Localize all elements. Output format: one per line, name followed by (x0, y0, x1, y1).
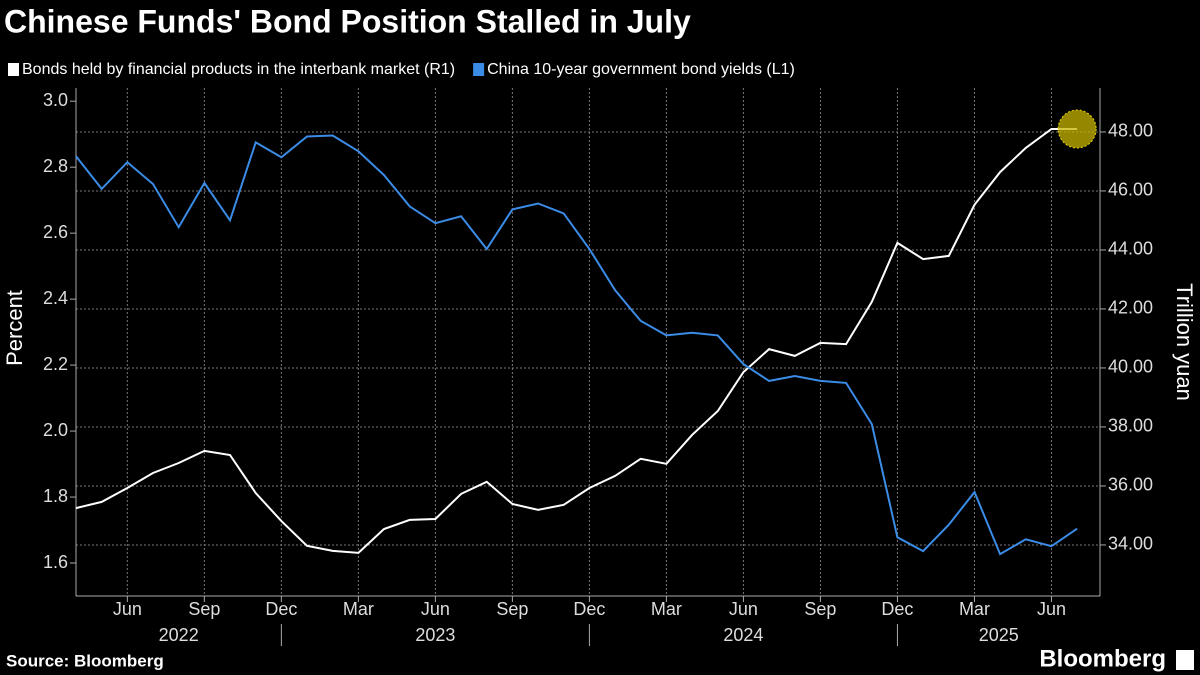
x-tick-label: Jun (729, 599, 758, 619)
y2-tick-label: 46.00 (1108, 180, 1153, 200)
x-tick-label: Jun (421, 599, 450, 619)
x-tick-label: Mar (343, 599, 374, 619)
brand-icon (1176, 650, 1194, 670)
x-tick-label: Sep (496, 599, 528, 619)
y2-tick-label: 38.00 (1108, 416, 1153, 436)
year-label: 2023 (415, 625, 455, 645)
y-tick-label: 1.8 (43, 486, 68, 506)
y2-axis-title: Trillion yuan (1172, 283, 1197, 401)
x-tick-label: Dec (881, 599, 913, 619)
source: Source: Bloomberg (6, 651, 164, 670)
y2-tick-label: 36.00 (1108, 475, 1153, 495)
year-label: 2025 (979, 625, 1019, 645)
line-series (75, 134, 1078, 556)
y-tick-label: 1.6 (43, 552, 68, 572)
y2-tick-label: 48.00 (1108, 121, 1153, 141)
brand: Bloomberg (1039, 645, 1166, 672)
y2-tick-label: 34.00 (1108, 534, 1153, 554)
x-tick-label: Mar (959, 599, 990, 619)
y-axis-title: Percent (2, 290, 27, 366)
y-tick-label: 2.2 (43, 354, 68, 374)
x-tick-label: Sep (804, 599, 836, 619)
y-tick-label: 3.0 (43, 90, 68, 110)
legend-swatch (473, 63, 485, 76)
legend-swatch (8, 63, 19, 76)
x-tick-label: Jun (1037, 599, 1066, 619)
chart-title: Chinese Funds' Bond Position Stalled in … (4, 3, 691, 39)
x-tick-label: Dec (573, 599, 605, 619)
y-tick-label: 2.4 (43, 288, 68, 308)
legend-label: Bonds held by financial products in the … (22, 61, 455, 78)
y-tick-label: 2.6 (43, 222, 68, 242)
x-tick-label: Sep (188, 599, 220, 619)
year-label: 2024 (723, 625, 763, 645)
y2-tick-label: 42.00 (1108, 298, 1153, 318)
y2-tick-label: 40.00 (1108, 357, 1153, 377)
x-tick-label: Jun (113, 599, 142, 619)
legend-label: China 10-year government bond yields (L1… (487, 61, 795, 78)
y-tick-label: 2.8 (43, 156, 68, 176)
x-tick-label: Dec (265, 599, 297, 619)
year-label: 2022 (159, 625, 199, 645)
x-tick-label: Mar (651, 599, 682, 619)
line-series (75, 128, 1078, 554)
highlight (1057, 109, 1097, 149)
y-tick-label: 2.0 (43, 420, 68, 440)
y2-tick-label: 44.00 (1108, 239, 1153, 259)
